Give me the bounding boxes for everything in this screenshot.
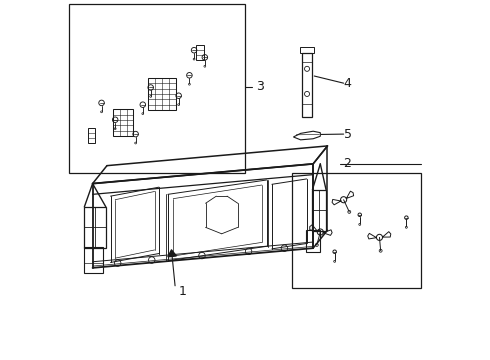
Polygon shape <box>168 250 176 257</box>
Bar <box>88 128 96 143</box>
Bar <box>148 78 176 110</box>
Bar <box>69 4 245 173</box>
Text: 1: 1 <box>179 285 187 298</box>
Text: 3: 3 <box>256 80 264 93</box>
Bar <box>84 207 106 248</box>
Text: 4: 4 <box>343 77 351 90</box>
Bar <box>306 230 319 252</box>
Bar <box>196 45 204 60</box>
Bar <box>292 173 421 288</box>
Text: 5: 5 <box>343 127 352 141</box>
Text: 2: 2 <box>343 157 351 170</box>
Bar <box>313 190 326 231</box>
Bar <box>84 247 103 273</box>
Bar <box>302 53 313 117</box>
Bar <box>113 109 133 136</box>
Bar <box>300 47 314 53</box>
